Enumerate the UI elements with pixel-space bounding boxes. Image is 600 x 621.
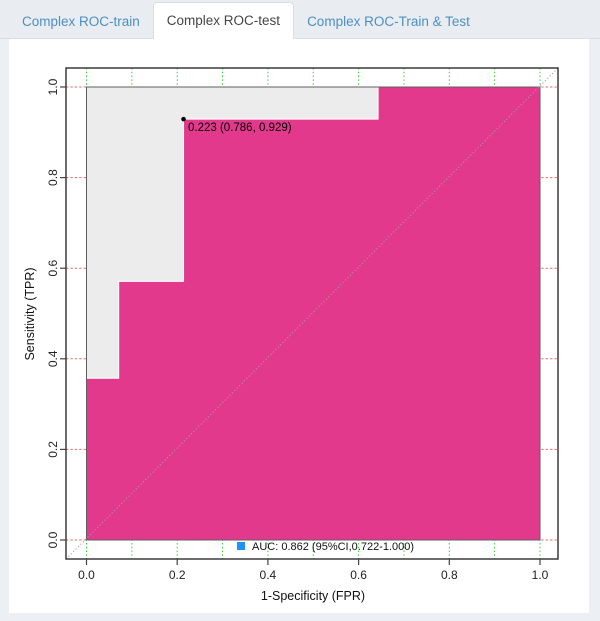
threshold-point-label: 0.223 (0.786, 0.929) bbox=[188, 122, 292, 134]
svg-text:1.0: 1.0 bbox=[46, 78, 60, 95]
legend-auc-text: AUC: 0.862 (95%CI,0.722-1.000) bbox=[252, 541, 414, 553]
svg-text:0.2: 0.2 bbox=[169, 568, 186, 582]
svg-text:0.4: 0.4 bbox=[46, 350, 60, 367]
svg-text:0.0: 0.0 bbox=[46, 531, 60, 548]
svg-text:0.0: 0.0 bbox=[78, 568, 95, 582]
tab-complex-roc-train[interactable]: Complex ROC-train bbox=[22, 14, 140, 29]
legend-marker-swatch bbox=[237, 542, 245, 550]
svg-text:0.6: 0.6 bbox=[350, 568, 367, 582]
tab-bar: Complex ROC-train Complex ROC-test Compl… bbox=[0, 0, 600, 39]
tab-complex-roc-train-and-test[interactable]: Complex ROC-Train & Test bbox=[307, 14, 470, 29]
svg-text:1.0: 1.0 bbox=[532, 568, 549, 582]
roc-plot-generated-layers: 0.0 0.2 0.4 0.6 0.8 1.0 0.0 0.2 0.4 0.6 0.8 1.0 bbox=[46, 67, 559, 582]
svg-text:0.4: 0.4 bbox=[260, 568, 277, 582]
svg-text:0.6: 0.6 bbox=[46, 260, 60, 277]
tab-complex-roc-test[interactable]: Complex ROC-test bbox=[152, 2, 295, 39]
svg-text:0.8: 0.8 bbox=[46, 169, 60, 186]
legend: AUC: 0.862 (95%CI,0.722-1.000) bbox=[237, 541, 414, 553]
roc-plot: 0.0 0.2 0.4 0.6 0.8 1.0 0.0 0.2 0.4 0.6 0.8 1.0 0.2… bbox=[23, 67, 559, 603]
svg-text:0.8: 0.8 bbox=[441, 568, 458, 582]
tab-content-panel: 0.0 0.2 0.4 0.6 0.8 1.0 0.0 0.2 0.4 0.6 0.8 1.0 0.2… bbox=[9, 39, 589, 613]
y-axis-title: Sensitivity (TPR) bbox=[23, 267, 37, 360]
x-axis-title: 1-Specificity (FPR) bbox=[261, 589, 365, 603]
svg-text:0.2: 0.2 bbox=[46, 441, 60, 458]
